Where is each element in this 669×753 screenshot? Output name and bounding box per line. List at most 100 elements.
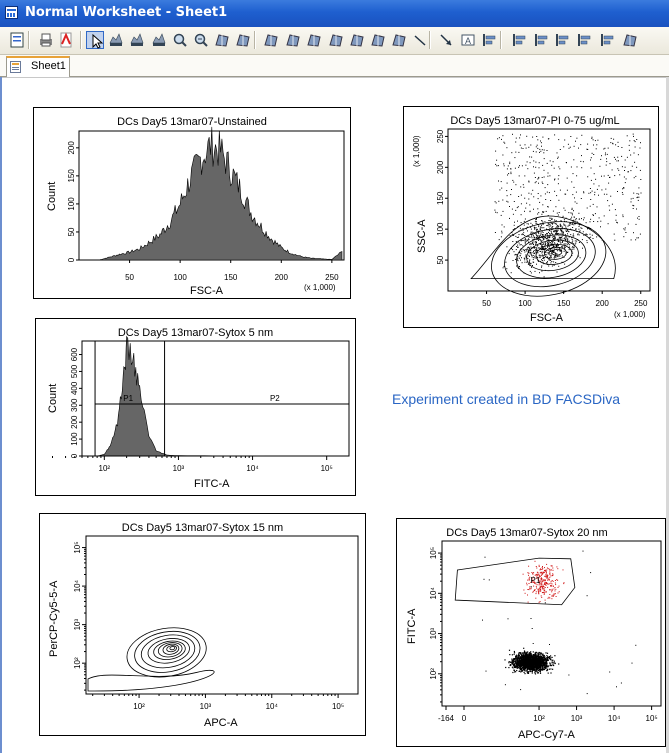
quad-gate-icon[interactable] [327, 31, 345, 49]
event-dot [531, 659, 533, 661]
event-dot [534, 660, 536, 662]
contour-tool-icon[interactable] [128, 31, 146, 49]
event-dot [533, 660, 535, 662]
properties-icon[interactable] [8, 31, 26, 49]
event-dot [552, 244, 554, 246]
x-tick-label: 50 [125, 273, 134, 282]
event-dot [541, 177, 543, 178]
event-dot [538, 564, 540, 566]
zoom-in-icon[interactable] [171, 31, 189, 49]
tab-sheet1[interactable]: Sheet1 [6, 56, 70, 77]
event-dot [523, 665, 525, 667]
split-gate-icon[interactable] [369, 31, 387, 49]
event-dot [539, 238, 540, 240]
plot-unstained[interactable]: DCs Day5 13mar07-Unstained 50 100 150 200 25… [33, 107, 351, 299]
event-dot [512, 664, 514, 666]
event-dot [552, 668, 554, 670]
event-dot [509, 661, 512, 663]
grid-icon[interactable] [621, 31, 639, 49]
event-dot [539, 272, 540, 274]
pdf-icon[interactable] [57, 31, 75, 49]
arrow-icon[interactable] [437, 31, 455, 49]
gate-p1 [454, 557, 576, 606]
event-dot [521, 661, 523, 663]
event-dot [536, 144, 538, 146]
plot-pi[interactable]: DCs Day5 13mar07-PI 0-75 ug/mL 50 100 150 2… [403, 106, 659, 328]
event-dot [579, 257, 581, 259]
rect-gate-icon[interactable] [262, 31, 280, 49]
event-dot [532, 665, 534, 667]
event-dot [540, 667, 542, 669]
event-dot [546, 657, 548, 659]
label-icon[interactable]: A [459, 31, 477, 49]
grid-gate-icon[interactable] [348, 31, 366, 49]
event-dot [558, 212, 560, 213]
event-dot [564, 209, 566, 211]
event-dot [544, 599, 546, 601]
event-dot [524, 144, 526, 146]
event-dot [510, 171, 512, 173]
event-dot [607, 200, 609, 202]
align-left-icon[interactable] [480, 31, 498, 49]
text-icon[interactable] [234, 31, 252, 49]
event-dot [538, 176, 540, 178]
event-dot [521, 239, 523, 241]
plot-sytox-15[interactable]: DCs Day5 13mar07-Sytox 15 nm 10² 10³ 10⁴ 10… [39, 513, 366, 736]
event-dot [512, 660, 514, 662]
event-dot [500, 181, 502, 183]
align-right-icon[interactable] [510, 31, 528, 49]
event-dot [548, 192, 550, 194]
event-dot [557, 156, 559, 158]
event-dot [522, 659, 524, 661]
event-dot [507, 174, 508, 176]
event-dot [546, 662, 548, 664]
event-dot [515, 659, 517, 661]
pointer-icon[interactable] [86, 31, 104, 49]
event-dot [640, 179, 642, 180]
space-vertical-icon[interactable] [598, 31, 616, 49]
print-icon[interactable] [37, 31, 55, 49]
line-icon[interactable] [411, 31, 429, 49]
bar-chart-icon[interactable] [150, 31, 168, 49]
event-dot [532, 660, 534, 662]
event-dot [552, 664, 554, 666]
event-dot [554, 134, 556, 136]
tile-icon[interactable] [213, 31, 231, 49]
event-dot [518, 151, 520, 153]
event-dot [545, 572, 547, 574]
event-dot [542, 656, 544, 658]
event-dot [543, 250, 545, 252]
event-dot [526, 663, 528, 665]
align-top-icon[interactable] [532, 31, 550, 49]
plot-frame [85, 535, 359, 695]
histogram-tool-icon[interactable] [107, 31, 125, 49]
event-dot [546, 655, 548, 657]
align-bottom-icon[interactable] [553, 31, 571, 49]
event-dot [561, 226, 563, 228]
snap-gate-icon[interactable] [305, 31, 323, 49]
event-dot [522, 234, 524, 236]
event-dot [547, 672, 549, 674]
event-dot [527, 601, 529, 603]
zoom-out-icon[interactable] [192, 31, 210, 49]
event-dot [529, 658, 531, 660]
interval-gate-icon[interactable] [390, 31, 408, 49]
event-dot [530, 655, 532, 657]
event-dot [551, 565, 553, 567]
event-dot [543, 656, 545, 658]
event-dot [536, 660, 538, 662]
event-dot [551, 662, 553, 664]
plot-sytox-20[interactable]: DCs Day5 13mar07-Sytox 20 nm P1 -164 0 10² 1… [396, 518, 666, 747]
event-dot [542, 584, 544, 586]
event-dot [549, 160, 551, 162]
event-dot [571, 181, 573, 183]
polygon-gate-icon[interactable] [284, 31, 302, 49]
event-dot [540, 579, 542, 581]
plot-sytox-5[interactable]: DCs Day5 13mar07-Sytox 5 nm P1 P2 10² 10³ 10… [35, 318, 356, 496]
event-dot [547, 568, 549, 570]
event-dot [535, 227, 537, 229]
space-horizontal-icon[interactable] [575, 31, 593, 49]
event-dot [498, 200, 500, 202]
event-dot [552, 251, 554, 253]
event-dot [536, 239, 538, 241]
